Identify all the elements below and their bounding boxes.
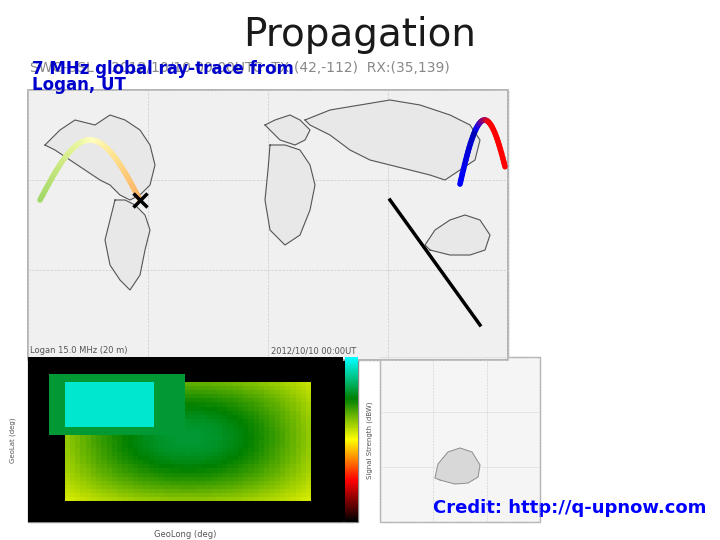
Bar xyxy=(28,90,508,360)
FancyBboxPatch shape xyxy=(380,357,540,522)
Text: 7 MHz global ray-trace from: 7 MHz global ray-trace from xyxy=(32,60,294,78)
Text: GeoLat (deg): GeoLat (deg) xyxy=(10,417,17,463)
Polygon shape xyxy=(435,448,480,484)
Polygon shape xyxy=(305,100,480,180)
Polygon shape xyxy=(105,200,150,290)
Polygon shape xyxy=(265,115,310,145)
Polygon shape xyxy=(45,115,155,200)
Text: Logan, UT: Logan, UT xyxy=(32,76,126,94)
Text: Credit: http://q-upnow.com: Credit: http://q-upnow.com xyxy=(433,499,707,517)
Text: Propagation: Propagation xyxy=(243,16,477,54)
FancyBboxPatch shape xyxy=(28,90,508,360)
Polygon shape xyxy=(425,215,490,255)
Text: SWC-USL    2012/10/10 00:00UTC  TX:(42,-112)  RX:(35,139): SWC-USL 2012/10/10 00:00UTC TX:(42,-112)… xyxy=(30,61,450,75)
Text: Logan 15.0 MHz (20 m): Logan 15.0 MHz (20 m) xyxy=(30,346,127,355)
Text: Signal Strength (dBW): Signal Strength (dBW) xyxy=(366,401,373,479)
Text: GeoLong (deg): GeoLong (deg) xyxy=(154,530,216,539)
FancyBboxPatch shape xyxy=(28,357,358,522)
Polygon shape xyxy=(265,145,315,245)
Text: 2012/10/10 00:00UT: 2012/10/10 00:00UT xyxy=(271,346,356,355)
